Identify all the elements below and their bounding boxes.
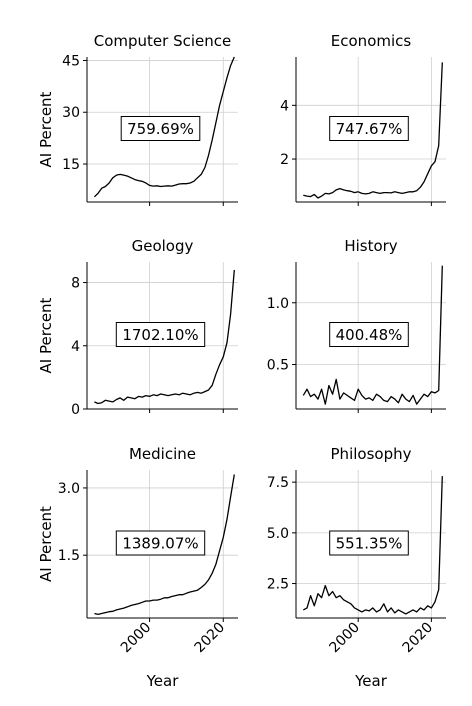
chart-panel: 0.5 1.0 History 400.48% <box>267 237 446 413</box>
y-tick-label: 45 <box>62 53 80 69</box>
chart-title: Philosophy <box>331 445 412 463</box>
chart-panel: 2 4 Economics 747.67% <box>280 32 446 206</box>
y-tick-label: 2 <box>280 152 289 168</box>
annotation-box <box>120 116 201 141</box>
series-line <box>94 474 235 616</box>
annotation-label: 759.69% <box>127 120 194 138</box>
series-line <box>303 62 443 199</box>
series-line <box>93 56 235 198</box>
y-tick-label: 1.0 <box>267 296 289 312</box>
annotation-label: 747.67% <box>336 120 403 138</box>
x-tick-label: 2020 <box>400 620 437 657</box>
y-tick-label: 5.0 <box>267 526 289 542</box>
chart-title: Geology <box>132 237 194 255</box>
x-tick-label: 2000 <box>327 620 364 657</box>
annotation-box <box>329 530 409 556</box>
series-line <box>94 269 235 405</box>
y-axis-label: AI Percent <box>37 297 55 373</box>
series-line <box>302 265 443 405</box>
y-tick-label: 8 <box>71 276 80 292</box>
chart-title: Medicine <box>129 445 196 463</box>
x-tick-label: 2020 <box>192 620 229 657</box>
x-tick-label: 2000 <box>118 620 155 657</box>
chart-title: Economics <box>331 32 412 50</box>
chart-title: History <box>344 237 397 255</box>
y-tick-label: 30 <box>62 105 80 121</box>
y-axis-label: AI Percent <box>37 506 55 582</box>
y-tick-label: 0 <box>71 402 80 418</box>
y-tick-label: 4 <box>71 339 80 355</box>
y-tick-label: 4 <box>280 98 289 114</box>
chart-panel: 0 4 8 Geology AI Percent 1702.10% <box>37 237 238 418</box>
chart-panel: 15 30 45 Computer Science AI Percent 759.69% <box>37 32 238 206</box>
annotation-label: 400.48% <box>336 326 403 344</box>
series-line <box>302 476 443 615</box>
y-tick-label: 0.5 <box>267 358 289 374</box>
y-axis-label: AI Percent <box>37 91 55 167</box>
annotation-label: 551.35% <box>336 535 403 553</box>
annotation-label: 1702.10% <box>122 326 198 344</box>
x-axis-label: Year <box>146 672 180 690</box>
annotation-box <box>329 116 409 141</box>
chart-title: Computer Science <box>94 32 231 50</box>
y-tick-label: 15 <box>62 157 80 173</box>
y-tick-label: 3.0 <box>58 481 80 497</box>
annotation-box <box>329 322 409 347</box>
annotation-box <box>115 322 206 347</box>
y-tick-label: 2.5 <box>267 577 289 593</box>
x-axis-label: Year <box>354 672 388 690</box>
y-tick-label: 1.5 <box>58 548 80 564</box>
annotation-label: 1389.07% <box>122 535 198 553</box>
annotation-box <box>115 530 206 556</box>
chart-panel: 2.5 5.0 7.5 2000 2020 Philosophy Year 551.35% <box>267 445 446 690</box>
chart-panel: 1.5 3.0 2000 2020 Medicine AI Percent Year 1389… <box>37 445 238 690</box>
y-tick-label: 7.5 <box>267 475 289 491</box>
